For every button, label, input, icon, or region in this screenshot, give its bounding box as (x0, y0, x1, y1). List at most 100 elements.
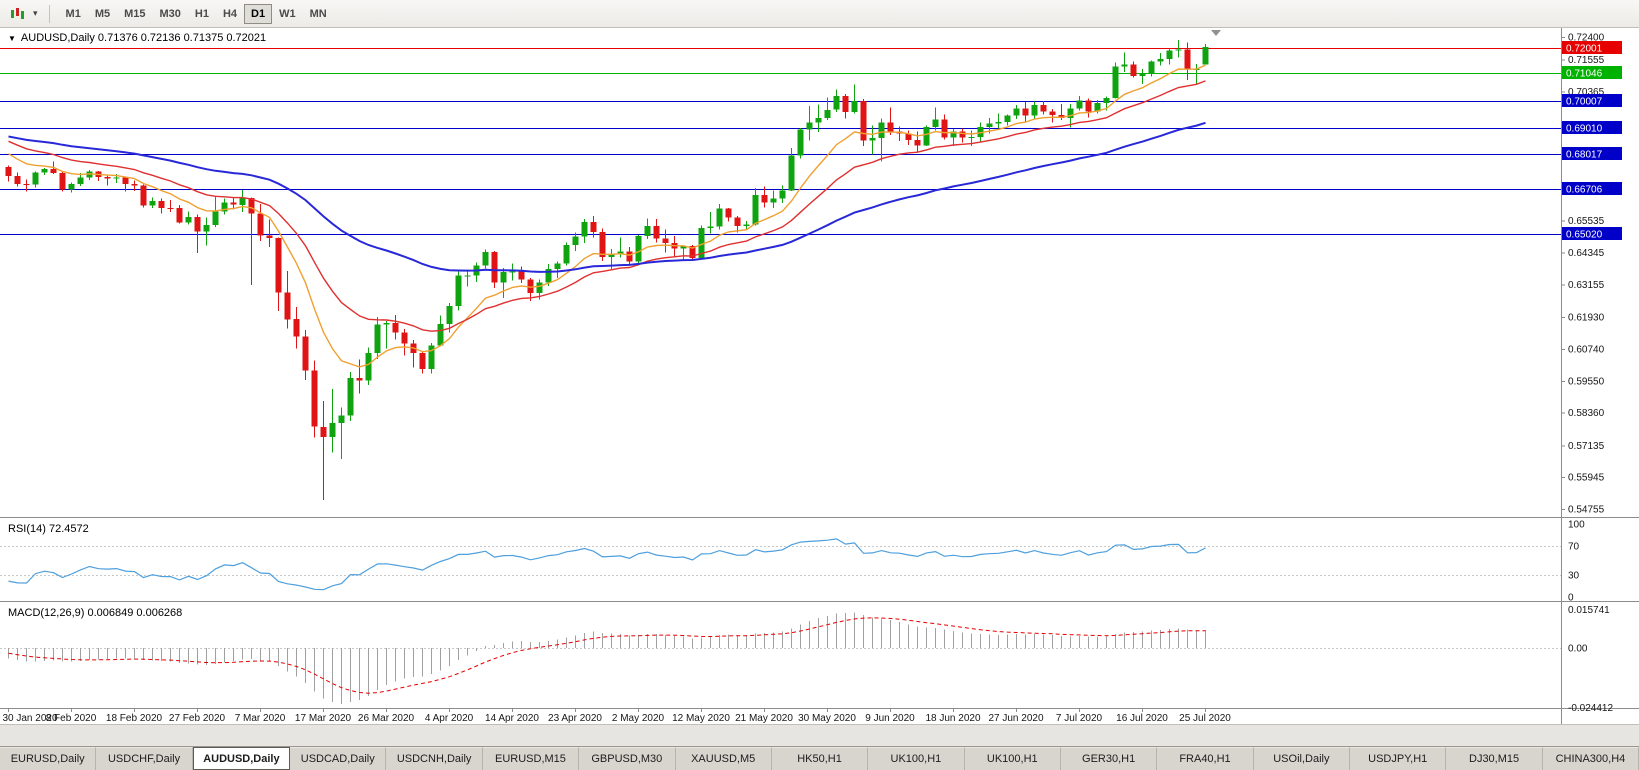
svg-text:0.60740: 0.60740 (1568, 344, 1605, 355)
svg-text:0.00: 0.00 (1568, 644, 1588, 655)
timeframe-button-w1[interactable]: W1 (272, 4, 303, 24)
timeframe-button-h1[interactable]: H1 (188, 4, 216, 24)
chart-tab-dj30-m15[interactable]: DJ30,M15 (1446, 747, 1543, 770)
price-tag (1562, 147, 1622, 160)
svg-text:16 Jul 2020: 16 Jul 2020 (1116, 713, 1168, 724)
svg-text:0.71555: 0.71555 (1568, 55, 1605, 66)
rsi-line (8, 538, 1206, 591)
price-axis: 0.72400 0.71555 0.70365 0.65535 0.64345 0.631… (1561, 28, 1613, 724)
timeframe-button-m5[interactable]: M5 (88, 4, 117, 24)
ma-55-line (8, 121, 1206, 273)
chart-tab-uk100-h1[interactable]: UK100,H1 (964, 747, 1061, 770)
chart-tab-audusd-daily[interactable]: AUDUSD,Daily (192, 747, 291, 770)
svg-text:7 Jul 2020: 7 Jul 2020 (1056, 713, 1103, 724)
chart-tab-china300-h4[interactable]: CHINA300,H4 (1542, 747, 1639, 770)
timeframe-button-m1[interactable]: M1 (59, 4, 88, 24)
svg-text:18 Feb 2020: 18 Feb 2020 (106, 713, 163, 724)
ma-21-line (8, 80, 1206, 332)
price-tag (1562, 182, 1622, 195)
chart-tab-xauusd-m5[interactable]: XAUUSD,M5 (675, 747, 772, 770)
svg-text:0.72001: 0.72001 (1566, 44, 1603, 55)
chart-tab-ger30-h1[interactable]: GER30,H1 (1060, 747, 1158, 770)
chart-shift-marker[interactable] (1211, 30, 1221, 36)
timeframe-button-m15[interactable]: M15 (117, 4, 152, 24)
caret-down-icon[interactable]: ▾ (33, 8, 38, 18)
price-tag (1562, 94, 1622, 107)
svg-text:100: 100 (1568, 520, 1585, 531)
chart-tab-usoil-daily[interactable]: USOil,Daily (1253, 747, 1351, 770)
svg-text:0.61930: 0.61930 (1568, 313, 1605, 324)
svg-text:12 May 2020: 12 May 2020 (672, 713, 730, 724)
chart-tab-eurusd-m15[interactable]: EURUSD,M15 (482, 747, 580, 770)
chart-tabs-bar: EURUSD,Daily USDCHF,Daily AUDUSD,Daily USDC… (0, 746, 1639, 770)
svg-text:0.70365: 0.70365 (1568, 87, 1605, 98)
svg-text:7 Mar 2020: 7 Mar 2020 (235, 713, 286, 724)
svg-text:0.65535: 0.65535 (1568, 216, 1605, 227)
chart-tab-hk50-h1[interactable]: HK50,H1 (771, 747, 869, 770)
svg-text:23 Apr 2020: 23 Apr 2020 (548, 713, 602, 724)
macd-signal-line (8, 617, 1206, 694)
timeframes-toolbar: ▾ M1 M5 M15 M30 H1 H4 D1 W1 MN (0, 0, 1639, 28)
timeframe-button-mn[interactable]: MN (303, 4, 334, 24)
chart-area[interactable]: 30 Jan 2020 8 Feb 2020 18 Feb 2020 27 Feb 2… (0, 28, 1639, 724)
svg-text:0.015741: 0.015741 (1568, 605, 1610, 616)
svg-text:26 Mar 2020: 26 Mar 2020 (358, 713, 415, 724)
svg-text:0.54755: 0.54755 (1568, 505, 1605, 516)
timeframe-button-d1[interactable]: D1 (244, 3, 273, 24)
svg-text:30 May 2020: 30 May 2020 (798, 713, 856, 724)
expand-arrow-icon[interactable]: ▼ (8, 33, 16, 43)
candlestick-glyph (11, 7, 24, 19)
svg-text:0.64345: 0.64345 (1568, 248, 1605, 259)
svg-text:0.59550: 0.59550 (1568, 376, 1605, 387)
svg-text:70: 70 (1568, 541, 1580, 552)
svg-text:2 May 2020: 2 May 2020 (612, 713, 665, 724)
svg-text:21 May 2020: 21 May 2020 (735, 713, 793, 724)
chart-tab-usdcnh-daily[interactable]: USDCNH,Daily (386, 747, 483, 770)
svg-text:0: 0 (1568, 593, 1574, 604)
timeframe-buttons: M1 M5 M15 M30 H1 H4 D1 W1 MN (59, 3, 334, 24)
svg-text:14 Apr 2020: 14 Apr 2020 (485, 713, 539, 724)
timeframe-button-h4[interactable]: H4 (216, 4, 244, 24)
price-tags: 0.72001 0.71046 0.70007 0.69010 0.68017 0.667… (1562, 41, 1622, 241)
candlestick-series (5, 40, 1209, 500)
bottom-strip (0, 724, 1639, 746)
price-tag (1562, 227, 1622, 240)
svg-text:30: 30 (1568, 571, 1580, 582)
timeframe-button-m30[interactable]: M30 (153, 4, 188, 24)
chart-tab-fra40-h1[interactable]: FRA40,H1 (1157, 747, 1254, 770)
svg-text:0.71046: 0.71046 (1566, 69, 1603, 80)
svg-text:17 Mar 2020: 17 Mar 2020 (295, 713, 352, 724)
chart-tab-gbpusd-m30[interactable]: GBPUSD,M30 (579, 747, 676, 770)
macd-indicator-label: MACD(12,26,9) 0.006849 0.006268 (8, 607, 182, 619)
svg-text:-0.024412: -0.024412 (1568, 703, 1613, 714)
svg-text:25 Jul 2020: 25 Jul 2020 (1179, 713, 1231, 724)
svg-text:0.70007: 0.70007 (1566, 97, 1603, 108)
svg-text:0.55945: 0.55945 (1568, 473, 1605, 484)
svg-text:0.69010: 0.69010 (1566, 124, 1603, 135)
price-tag (1562, 121, 1622, 134)
chart-tab-uk100-h1[interactable]: UK100,H1 (868, 747, 965, 770)
svg-text:8 Feb 2020: 8 Feb 2020 (46, 713, 97, 724)
svg-text:0.63155: 0.63155 (1568, 280, 1605, 291)
svg-text:4 Apr 2020: 4 Apr 2020 (425, 713, 474, 724)
svg-text:0.57135: 0.57135 (1568, 441, 1605, 452)
toolbar-separator (48, 4, 50, 23)
chart-tab-usdcad-daily[interactable]: USDCAD,Daily (290, 747, 387, 770)
svg-text:0.65020: 0.65020 (1566, 230, 1603, 241)
chart-tab-usdjpy-h1[interactable]: USDJPY,H1 (1350, 747, 1447, 770)
price-tag (1562, 41, 1622, 54)
rsi-indicator-label: RSI(14) 72.4572 (8, 523, 89, 535)
chart-tab-eurusd-daily[interactable]: EURUSD,Daily (0, 747, 97, 770)
chart-type-icon[interactable] (6, 3, 30, 25)
price-tag (1562, 66, 1622, 79)
chart-tab-usdchf-daily[interactable]: USDCHF,Daily (96, 747, 193, 770)
svg-text:0.66706: 0.66706 (1566, 185, 1603, 196)
svg-text:0.58360: 0.58360 (1568, 408, 1605, 419)
svg-text:9 Jun 2020: 9 Jun 2020 (865, 713, 915, 724)
svg-text:0.72400: 0.72400 (1568, 33, 1605, 44)
macd-text: MACD(12,26,9) 0.006849 0.006268 (8, 607, 183, 619)
svg-text:18 Jun 2020: 18 Jun 2020 (925, 713, 980, 724)
